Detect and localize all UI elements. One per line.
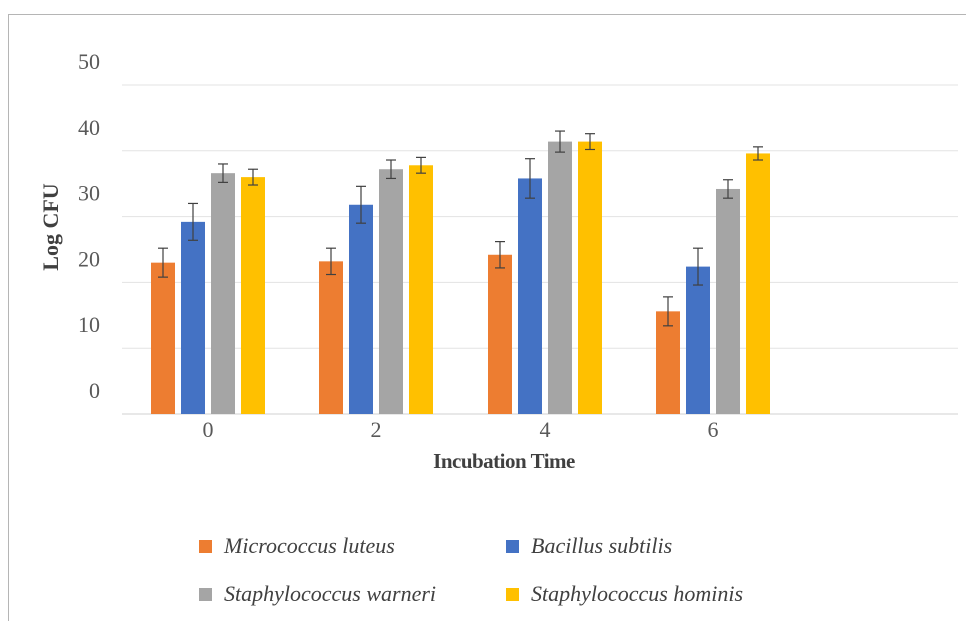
error-bar: [326, 247, 336, 276]
error-bar: [525, 158, 535, 199]
bar: [488, 254, 512, 414]
bar: [211, 173, 235, 414]
error-bar: [248, 168, 258, 186]
error-bar: [585, 133, 595, 151]
legend-item: Staphylococcus warneri: [199, 581, 436, 606]
legend-label: Staphylococcus warneri: [224, 581, 436, 606]
x-tick-label: 4: [540, 417, 551, 442]
bar: [716, 188, 740, 414]
legend-swatch: [506, 588, 519, 601]
bar: [518, 178, 542, 414]
error-bar: [416, 156, 426, 174]
legend-label: Micrococcus luteus: [223, 533, 395, 558]
error-bar: [218, 163, 228, 183]
error-bars: [158, 130, 763, 327]
bar: [379, 169, 403, 414]
y-tick-label: 20: [78, 246, 100, 271]
error-bar: [158, 247, 168, 278]
bar: [656, 311, 680, 414]
bars: [151, 141, 770, 414]
error-bar: [495, 241, 505, 269]
y-axis-ticks: 0 10 20 30 40 50: [78, 49, 100, 403]
y-tick-label: 0: [89, 378, 100, 403]
error-bar: [555, 130, 565, 153]
error-bar: [723, 179, 733, 199]
error-bar: [693, 247, 703, 286]
bar: [241, 177, 265, 414]
bar: [151, 262, 175, 414]
error-bar: [663, 296, 673, 327]
legend-item: Staphylococcus hominis: [506, 581, 743, 606]
bar: [409, 165, 433, 414]
x-axis-label: Incubation Time: [433, 449, 575, 473]
y-tick-label: 10: [78, 312, 100, 337]
bar: [746, 153, 770, 414]
x-tick-label: 6: [708, 417, 719, 442]
x-axis-ticks: 0 2 4 6: [203, 417, 719, 442]
legend-swatch: [506, 540, 519, 553]
x-tick-label: 0: [203, 417, 214, 442]
y-tick-label: 40: [78, 115, 100, 140]
bar: [319, 261, 343, 414]
error-bar: [753, 146, 763, 161]
y-tick-label: 50: [78, 49, 100, 74]
error-bar: [356, 185, 366, 224]
bar: [686, 266, 710, 414]
legend-item: Micrococcus luteus: [199, 533, 395, 558]
legend-label: Bacillus subtilis: [531, 533, 672, 558]
error-bar: [386, 159, 396, 180]
error-bar: [188, 202, 198, 241]
legend-item: Bacillus subtilis: [506, 533, 672, 558]
bar: [578, 141, 602, 414]
bar: [548, 141, 572, 414]
x-tick-label: 2: [371, 417, 382, 442]
bar: [349, 204, 373, 414]
legend: Micrococcus luteus Bacillus subtilis Staph…: [199, 533, 743, 606]
legend-swatch: [199, 540, 212, 553]
legend-swatch: [199, 588, 212, 601]
bar: [181, 221, 205, 414]
legend-label: Staphylococcus hominis: [531, 581, 743, 606]
y-axis-label: Log CFU: [38, 183, 63, 271]
y-tick-label: 30: [78, 181, 100, 206]
